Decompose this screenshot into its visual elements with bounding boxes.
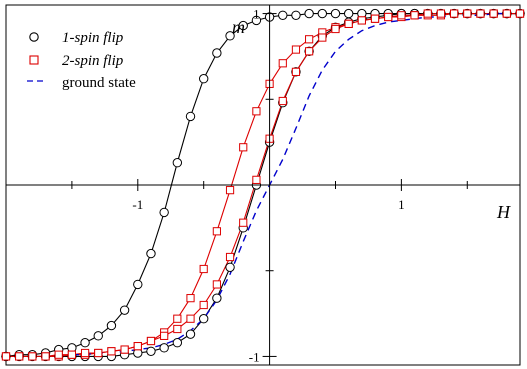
data-point-square: [489, 9, 498, 18]
data-point-square: [225, 186, 235, 195]
data-point-circle: [172, 158, 183, 168]
data-point-square: [370, 14, 380, 23]
data-point-square: [331, 24, 340, 34]
data-point-circle: [212, 293, 222, 303]
data-point-square: [80, 348, 90, 358]
data-point-square: [410, 11, 419, 20]
data-point-square: [107, 347, 116, 356]
data-point-circle: [185, 329, 196, 339]
data-point-circle: [304, 8, 314, 19]
data-point-circle: [225, 31, 235, 41]
data-point-square: [344, 19, 353, 28]
data-point-circle: [198, 74, 209, 84]
x-tick-label: 1: [398, 197, 405, 212]
data-point-square: [67, 350, 76, 359]
data-point-square: [252, 107, 261, 116]
data-point-square: [305, 47, 314, 56]
data-point-square: [173, 314, 182, 323]
y-tick-label: 1: [253, 7, 260, 22]
data-point-circle: [343, 8, 354, 19]
legend-marker-circle: [29, 32, 39, 42]
data-point-square: [463, 9, 472, 18]
data-point-square: [291, 45, 301, 54]
data-point-circle: [159, 207, 169, 218]
data-point-square: [120, 345, 129, 354]
series-line-2-spin-flip-ascending: [6, 13, 520, 357]
data-point-square: [54, 350, 63, 359]
data-point-square: [239, 143, 248, 152]
y-tick-label: -1: [249, 349, 260, 364]
data-point-square: [397, 11, 406, 20]
data-point-square: [199, 264, 208, 274]
data-point-square: [278, 96, 287, 106]
data-point-square: [41, 352, 50, 361]
data-point-square: [436, 9, 446, 18]
data-point-square: [1, 352, 11, 361]
data-point-circle: [278, 10, 288, 20]
data-point-square: [212, 227, 221, 236]
data-point-square: [133, 342, 142, 351]
data-point-square: [423, 9, 432, 18]
data-point-square: [15, 352, 24, 361]
data-point-square: [186, 314, 195, 323]
data-point-circle: [225, 262, 235, 272]
data-point-square: [186, 294, 195, 303]
data-point-circle: [317, 8, 328, 19]
data-point-square: [502, 9, 511, 18]
data-point-square: [94, 348, 103, 358]
data-point-square: [318, 33, 327, 42]
data-point-circle: [212, 48, 222, 58]
data-point-square: [450, 9, 459, 18]
x-axis-label: H: [496, 202, 511, 222]
y-axis-label: m: [232, 17, 245, 37]
data-point-square: [515, 9, 525, 18]
data-point-square: [476, 9, 485, 18]
data-point-square: [146, 336, 156, 346]
legend-label-2-spin-flip: 2-spin flip: [62, 53, 124, 69]
data-point-circle: [80, 338, 90, 348]
data-point-square: [384, 12, 393, 22]
series-line-ground-state: [71, 12, 507, 356]
data-point-square: [28, 352, 37, 361]
data-point-circle: [133, 279, 143, 290]
data-point-square: [252, 175, 261, 184]
data-point-square: [239, 218, 248, 227]
data-curves: [1, 8, 525, 362]
data-point-circle: [238, 20, 248, 31]
legend-marker-square: [29, 55, 39, 65]
data-point-square: [278, 59, 287, 68]
data-point-circle: [146, 346, 156, 356]
legend: 1-spin flip 2-spin flip ground state: [27, 30, 136, 91]
data-point-circle: [93, 331, 103, 341]
legend-label-1-spin-flip: 1-spin flip: [62, 30, 124, 46]
data-point-circle: [159, 343, 169, 353]
legend-label-ground-state: ground state: [62, 75, 136, 91]
data-point-square: [199, 300, 208, 310]
x-tick-label: -1: [132, 197, 143, 212]
series-line-2-spin-flip-descending: [6, 13, 520, 357]
data-point-circle: [185, 111, 196, 122]
data-point-circle: [291, 10, 301, 20]
data-point-circle: [106, 320, 117, 331]
data-point-circle: [198, 314, 209, 324]
data-point-square: [357, 16, 366, 25]
data-point-circle: [119, 305, 130, 315]
data-point-square: [173, 324, 182, 334]
axes: -1 1 -1 1: [6, 5, 520, 365]
data-point-square: [225, 252, 235, 262]
data-point-square: [212, 280, 221, 289]
data-point-circle: [330, 8, 341, 19]
data-point-circle: [172, 338, 183, 348]
data-point-square: [160, 331, 169, 340]
data-point-circle: [251, 15, 262, 26]
data-point-square: [305, 35, 314, 44]
data-point-square: [291, 67, 301, 76]
data-point-circle: [146, 248, 156, 259]
